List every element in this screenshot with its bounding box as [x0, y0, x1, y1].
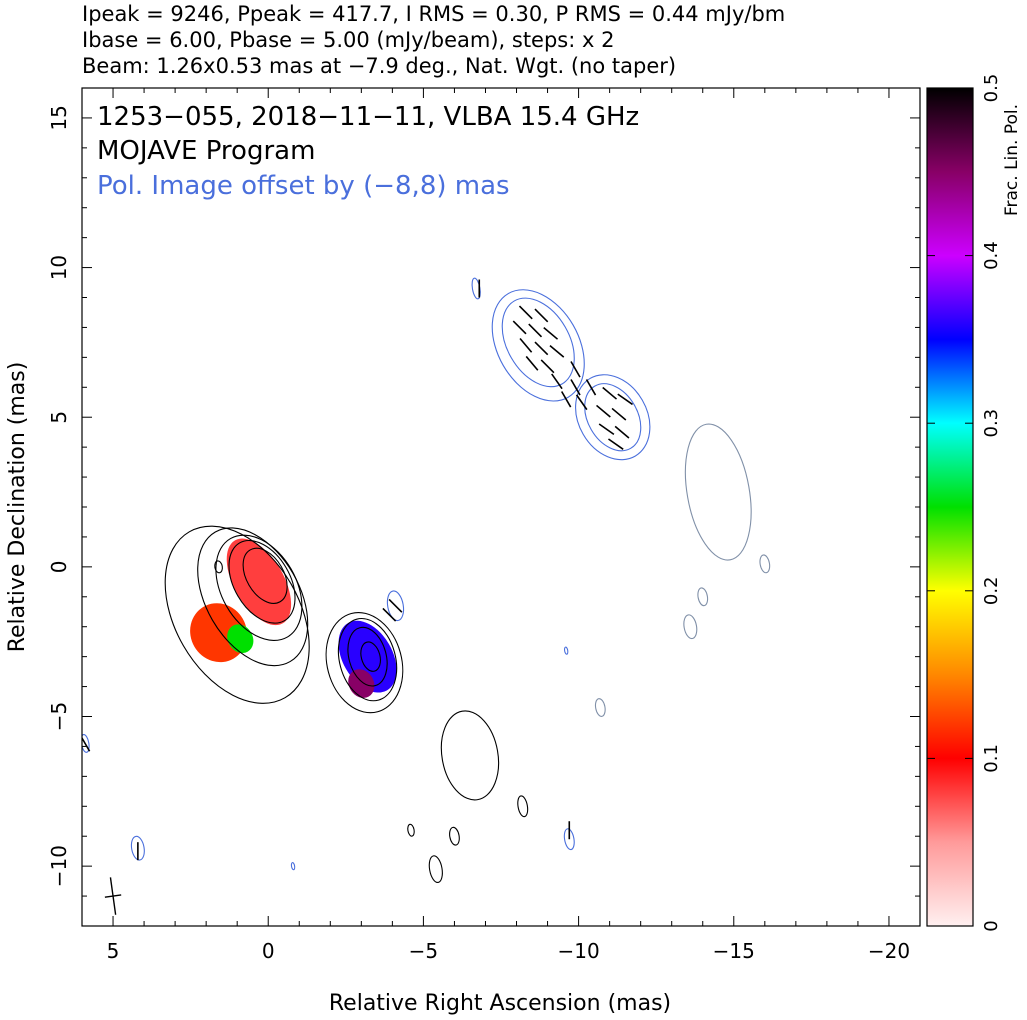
weak-i-contour — [407, 823, 415, 837]
fractional-polarization-layer — [190, 538, 397, 698]
evpa-tick — [596, 404, 611, 418]
offset-i-contour — [594, 698, 606, 717]
fpol-region — [227, 624, 254, 654]
x-axis-label: Relative Right Ascension (mas) — [329, 991, 671, 1016]
weak-i-contour — [440, 710, 500, 801]
weak-i-contour — [517, 795, 529, 818]
pol-contour — [563, 828, 575, 851]
x-tick-label: 5 — [107, 939, 120, 963]
y-tick-label: 10 — [47, 255, 71, 280]
program-label: MOJAVE Program — [97, 136, 316, 166]
evpa-tick — [382, 607, 397, 622]
evpa-tick — [519, 337, 533, 353]
beam-minor-axis — [104, 894, 122, 898]
y-axis-ticks: 15 10 5 0 −5 −10 — [47, 87, 920, 927]
colorbar-tick-label: 0.1 — [981, 744, 1002, 773]
evpa-tick — [525, 355, 539, 371]
pol-contour — [386, 590, 405, 622]
evpa-tick — [598, 423, 615, 436]
pol-offset-contour — [501, 297, 575, 388]
evpa-tick — [614, 425, 630, 439]
stokes-i-contour — [337, 617, 398, 702]
colorbar-label: Frac. Lin. Pol. — [1002, 104, 1022, 216]
stokes-i-contour — [360, 641, 381, 672]
pol-offset-contour — [491, 289, 585, 402]
x-tick-label: −5 — [409, 939, 438, 963]
evpa-tick — [534, 341, 549, 356]
colorbar-tick-label: 0.4 — [981, 241, 1002, 270]
evpa-tick — [543, 327, 559, 340]
evpa-tick — [528, 323, 543, 338]
stokes-i-contour — [228, 539, 296, 624]
weak-i-contour — [428, 855, 443, 883]
evpa-tick — [560, 391, 572, 408]
y-tick-label: −5 — [47, 702, 71, 731]
x-tick-label: 0 — [262, 939, 275, 963]
pol-offset-contour — [584, 383, 642, 452]
evpa-tick — [540, 359, 555, 374]
evpa-tick — [549, 344, 565, 358]
weak-i-contour — [214, 560, 223, 574]
offset-i-contour — [683, 614, 698, 640]
stokes-i-contour — [325, 611, 404, 714]
evpa-tick — [570, 361, 581, 378]
evpa-tick — [512, 320, 527, 335]
evpa-tick — [534, 308, 549, 323]
pol-contour — [130, 835, 145, 861]
pol-offset-contour — [575, 374, 651, 461]
evpa-tick — [611, 407, 627, 421]
stokes-i-contour — [164, 525, 310, 704]
colorbar-tick-label: 0.5 — [981, 74, 1002, 103]
colorbar-tick-label: 0 — [981, 920, 1002, 931]
y-tick-label: −10 — [47, 845, 71, 887]
y-tick-label: 0 — [47, 560, 71, 573]
colorbar — [926, 87, 974, 927]
colorbar-tick-label: 0.3 — [981, 409, 1002, 438]
x-tick-label: −20 — [868, 939, 910, 963]
plot-frame — [81, 87, 921, 927]
stokes-i-contour — [215, 534, 303, 642]
stokes-i-contour — [242, 547, 288, 604]
evpa-tick — [551, 373, 563, 390]
evpa-tick — [585, 379, 597, 396]
pol-contour — [82, 734, 90, 753]
evpa-tick — [518, 305, 533, 320]
pol-offset-note: Pol. Image offset by (−8,8) mas — [97, 171, 510, 201]
evpa-tick — [388, 598, 403, 613]
header-line-1: Ipeak = 9246, Ppeak = 417.7, I RMS = 0.3… — [82, 2, 786, 26]
pol-contour — [563, 646, 569, 655]
evpa-tick — [570, 379, 581, 396]
source-title: 1253−055, 2018−11−11, VLBA 15.4 GHz — [97, 102, 640, 132]
offset-i-contour — [684, 423, 752, 561]
stokes-i-contour — [347, 626, 388, 687]
contour-layer — [82, 277, 771, 883]
x-tick-label: −15 — [713, 939, 755, 963]
evpa-tick — [602, 386, 618, 400]
x-tick-label: −10 — [557, 939, 599, 963]
header-line-3: Beam: 1.26x0.53 mas at −7.9 deg., Nat. W… — [82, 54, 677, 78]
evpa-layer — [82, 279, 633, 915]
y-tick-label: 5 — [47, 411, 71, 424]
colorbar-ticks: 0 0.1 0.2 0.3 0.4 0.5 — [927, 74, 1002, 932]
evpa-tick — [575, 394, 588, 411]
stokes-i-contour — [197, 527, 309, 667]
offset-i-contour — [759, 554, 771, 574]
evpa-tick — [617, 393, 633, 406]
evpa-tick — [608, 438, 624, 450]
colorbar-tick-label: 0.2 — [981, 576, 1002, 605]
y-axis-label: Relative Declination (mas) — [5, 362, 30, 653]
fpol-region — [348, 669, 375, 698]
x-axis-ticks: 5 0 −5 −10 −15 −20 — [81, 88, 921, 963]
weak-i-contour — [449, 826, 460, 846]
header-line-2: Ibase = 6.00, Pbase = 5.00 (mJy/beam), s… — [82, 28, 615, 52]
offset-i-contour — [697, 587, 709, 607]
pol-contour — [290, 862, 296, 871]
y-tick-label: 15 — [47, 105, 71, 130]
